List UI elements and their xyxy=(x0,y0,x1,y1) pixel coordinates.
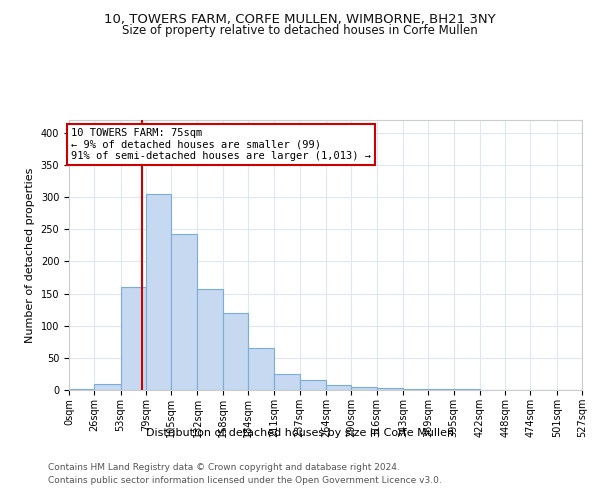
Y-axis label: Number of detached properties: Number of detached properties xyxy=(25,168,35,342)
Text: Distribution of detached houses by size in Corfe Mullen: Distribution of detached houses by size … xyxy=(146,428,454,438)
Text: Size of property relative to detached houses in Corfe Mullen: Size of property relative to detached ho… xyxy=(122,24,478,37)
Bar xyxy=(94,384,121,390)
Bar xyxy=(197,289,223,390)
Bar xyxy=(223,313,248,390)
Text: Contains public sector information licensed under the Open Government Licence v3: Contains public sector information licen… xyxy=(48,476,442,485)
Bar xyxy=(121,287,146,390)
Bar xyxy=(146,194,171,390)
Bar xyxy=(69,388,94,390)
Bar xyxy=(377,388,403,390)
Text: 10, TOWERS FARM, CORFE MULLEN, WIMBORNE, BH21 3NY: 10, TOWERS FARM, CORFE MULLEN, WIMBORNE,… xyxy=(104,12,496,26)
Bar xyxy=(403,388,428,390)
Bar xyxy=(274,374,300,390)
Bar xyxy=(351,387,377,390)
Bar xyxy=(248,348,274,390)
Bar xyxy=(171,234,197,390)
Bar xyxy=(300,380,326,390)
Bar xyxy=(326,385,351,390)
Text: 10 TOWERS FARM: 75sqm
← 9% of detached houses are smaller (99)
91% of semi-detac: 10 TOWERS FARM: 75sqm ← 9% of detached h… xyxy=(71,128,371,161)
Text: Contains HM Land Registry data © Crown copyright and database right 2024.: Contains HM Land Registry data © Crown c… xyxy=(48,464,400,472)
